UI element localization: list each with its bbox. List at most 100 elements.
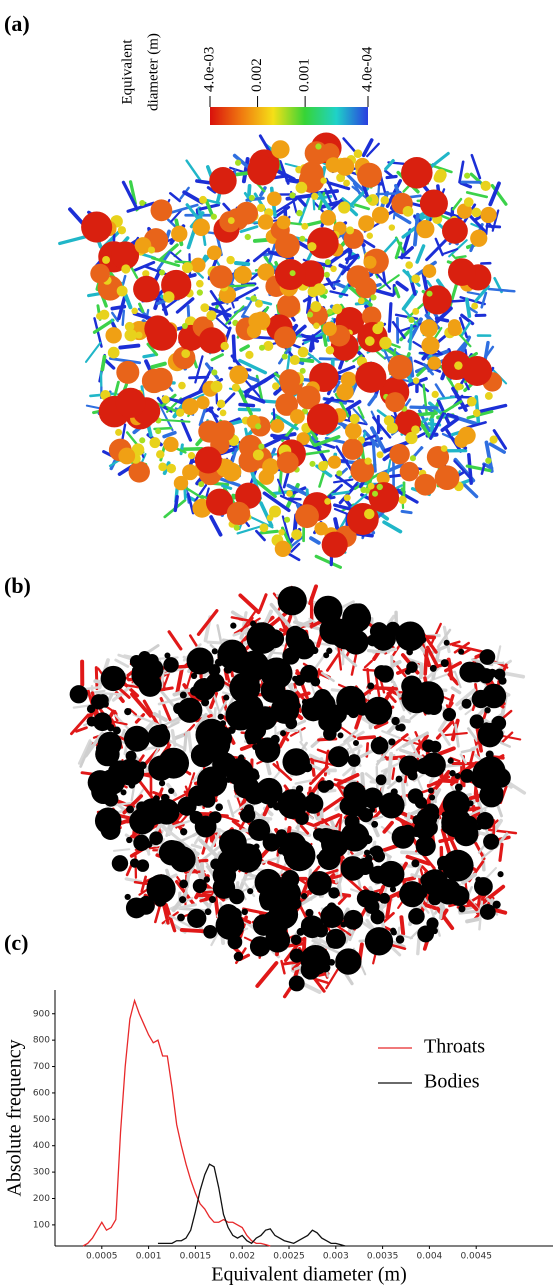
pore-body: [324, 259, 331, 266]
throat: [118, 343, 141, 350]
pore-body: [255, 423, 262, 430]
throat: [459, 335, 472, 355]
pore-body: [461, 835, 468, 842]
pore-body: [226, 501, 251, 526]
throat: [488, 181, 501, 207]
throat: [70, 713, 90, 736]
throat: [429, 412, 445, 440]
pore-body: [370, 845, 384, 859]
throat: [137, 754, 145, 765]
throat: [480, 291, 488, 309]
pore-body: [205, 673, 225, 693]
pore-body: [214, 658, 224, 667]
throat: [355, 748, 377, 761]
pore-body: [344, 814, 360, 830]
pore-body: [456, 203, 473, 219]
pore-body: [169, 846, 196, 873]
pore-body: [86, 704, 96, 714]
pore-body: [406, 661, 418, 673]
throat: [233, 286, 259, 302]
pore-body: [241, 908, 248, 916]
x-tick-label: 0.0015: [180, 1252, 212, 1262]
pore-body: [296, 432, 310, 446]
throat: [386, 751, 394, 786]
pore-body: [229, 672, 261, 704]
throat: [378, 843, 401, 854]
throat: [467, 213, 488, 234]
throat: [336, 772, 360, 786]
x-tick-label: 0.0005: [86, 1252, 118, 1262]
throat: [481, 848, 494, 860]
pore-body: [209, 811, 222, 824]
pore-body: [335, 948, 362, 975]
throat: [186, 227, 197, 250]
throat: [187, 730, 193, 754]
pore-body: [179, 691, 187, 699]
pore-body: [152, 795, 160, 803]
pore-body: [461, 698, 472, 709]
throat: [349, 493, 368, 510]
throat: [426, 782, 439, 787]
pore-body: [368, 482, 400, 513]
throat: [352, 408, 367, 424]
pore-body: [212, 863, 237, 887]
throat: [309, 536, 321, 545]
pore-body: [431, 927, 438, 935]
throat: [366, 649, 386, 654]
pore-body: [405, 431, 418, 445]
pore-body: [331, 704, 340, 712]
throat: [438, 836, 455, 844]
throat: [280, 959, 286, 975]
pore-body: [454, 361, 463, 370]
throat: [415, 244, 426, 264]
throat: [158, 418, 191, 423]
pore-body: [371, 206, 390, 224]
throat: [391, 767, 396, 780]
pore-body: [371, 820, 379, 828]
pore-body: [457, 426, 476, 445]
throat: [213, 891, 220, 919]
throat: [175, 668, 184, 695]
throat: [274, 198, 298, 214]
pore-body: [353, 149, 363, 159]
pore-body: [333, 713, 344, 724]
throat: [334, 474, 355, 490]
pore-body: [378, 792, 405, 819]
throat: [126, 201, 155, 213]
x-tick-label: 0.0025: [273, 1252, 305, 1262]
pore-body: [283, 839, 316, 872]
pore-body: [124, 707, 132, 716]
pore-body: [96, 312, 104, 320]
pore-body: [153, 759, 160, 766]
colorbar-tick-label: 4.0e-03: [201, 47, 217, 92]
throat: [422, 362, 435, 376]
pore-body: [296, 385, 321, 410]
pore-body: [279, 369, 301, 391]
throat: [278, 469, 283, 493]
pore-body: [323, 727, 337, 741]
pore-body: [378, 892, 390, 904]
throat: [217, 476, 241, 488]
throat: [400, 509, 413, 515]
pore-body: [144, 315, 172, 343]
pore-body: [313, 322, 320, 330]
pore-body: [124, 893, 131, 901]
throat: [453, 459, 472, 479]
throat: [451, 643, 484, 653]
pore-body: [116, 360, 140, 384]
pore-body: [155, 428, 162, 435]
pore-body: [395, 621, 426, 652]
pore-body: [111, 855, 129, 872]
pore-body: [177, 913, 185, 922]
pore-body: [181, 323, 188, 330]
pore-body: [284, 516, 291, 523]
throat: [313, 813, 341, 827]
throat: [84, 731, 104, 758]
pore-body: [172, 663, 179, 670]
throat: [151, 256, 181, 267]
pore-body: [471, 207, 482, 218]
throat: [192, 848, 203, 880]
pore-body: [308, 792, 316, 799]
pore-body: [275, 943, 283, 951]
pore-body: [440, 659, 449, 668]
